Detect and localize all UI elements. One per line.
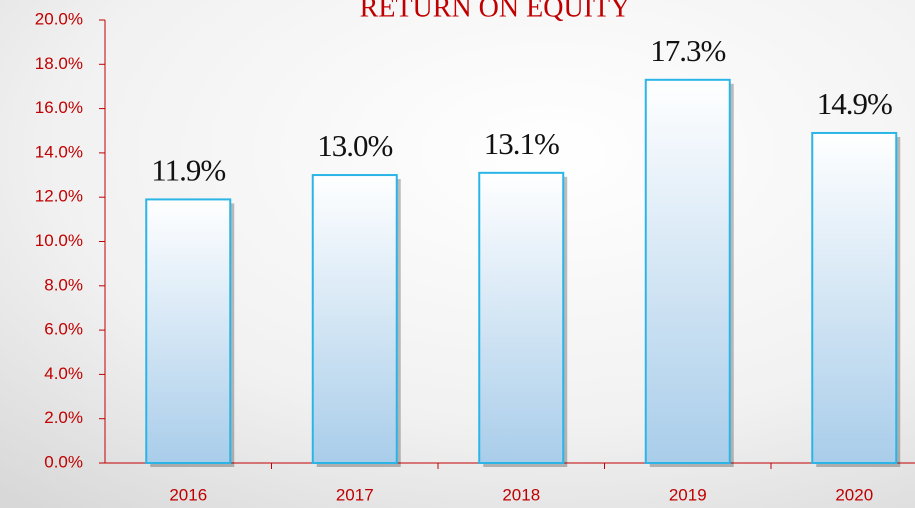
y-tick-label: 8.0% xyxy=(44,275,83,294)
data-label: 13.0% xyxy=(317,128,392,163)
y-tick-label: 0.0% xyxy=(44,452,83,471)
bar xyxy=(145,198,232,464)
data-label: 13.1% xyxy=(484,126,559,161)
bar xyxy=(644,78,731,465)
y-tick-label: 18.0% xyxy=(35,54,83,73)
x-tick-label: 2020 xyxy=(835,485,873,504)
data-label: 14.9% xyxy=(817,86,892,121)
y-tick-label: 20.0% xyxy=(35,9,83,28)
y-tick-label: 6.0% xyxy=(44,320,83,339)
data-label: 11.9% xyxy=(151,153,225,188)
bar xyxy=(811,131,898,464)
bar xyxy=(478,171,565,465)
x-tick-label: 2019 xyxy=(669,485,707,504)
x-tick-label: 2017 xyxy=(336,485,374,504)
data-label: 17.3% xyxy=(650,33,725,68)
x-tick-label: 2016 xyxy=(169,485,207,504)
bar xyxy=(311,174,398,465)
y-tick-label: 2.0% xyxy=(44,408,83,427)
y-tick-label: 12.0% xyxy=(35,187,83,206)
y-tick-label: 16.0% xyxy=(35,98,83,117)
y-tick-label: 10.0% xyxy=(35,231,83,250)
chart-title: RETURN ON EQUITY xyxy=(360,0,631,23)
y-tick-label: 4.0% xyxy=(44,364,83,383)
y-tick-label: 14.0% xyxy=(35,142,83,161)
x-tick-label: 2018 xyxy=(502,485,540,504)
